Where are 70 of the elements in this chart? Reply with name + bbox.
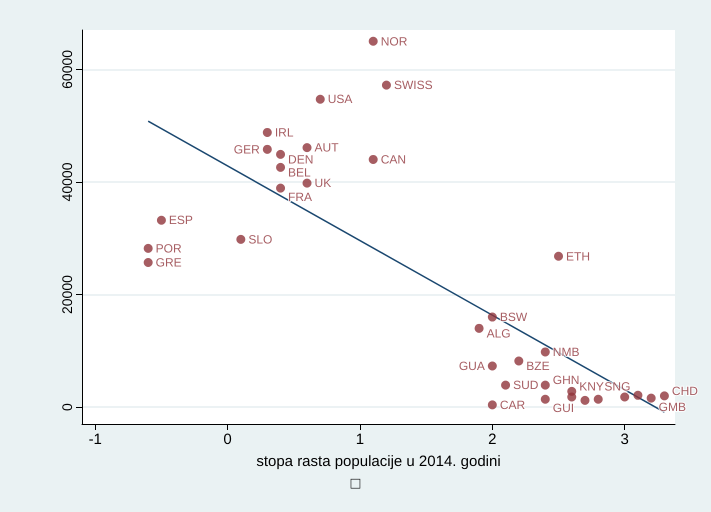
point xyxy=(368,154,378,164)
y-tick-label: 0 xyxy=(59,403,75,412)
point xyxy=(488,400,497,410)
x-tick-label: 0 xyxy=(223,431,232,448)
data-label: ALG xyxy=(486,326,511,340)
data-label: ESP xyxy=(168,213,193,228)
x-axis-title: stopa rasta populacije u 2014. godini xyxy=(256,453,501,470)
point xyxy=(540,394,550,404)
data-label: SLO xyxy=(248,232,272,246)
point xyxy=(488,312,497,322)
x-tick-label: -1 xyxy=(88,431,102,448)
point xyxy=(540,347,550,356)
data-label: POR xyxy=(156,241,182,256)
point xyxy=(368,36,378,46)
point xyxy=(276,162,286,172)
data-label: SWISS xyxy=(394,78,433,92)
data-label: GMB xyxy=(658,400,686,414)
data-label: KNY xyxy=(579,379,604,394)
point xyxy=(567,392,576,402)
point xyxy=(302,178,312,188)
point xyxy=(382,80,391,90)
point xyxy=(488,362,497,371)
text: □ xyxy=(350,476,361,492)
point xyxy=(594,394,603,404)
point xyxy=(316,94,325,104)
point xyxy=(262,128,272,137)
data-label: FRA xyxy=(288,190,312,204)
data-label: NOR xyxy=(380,34,408,48)
point xyxy=(276,184,286,193)
data-label: GER xyxy=(234,142,260,156)
point xyxy=(580,396,590,405)
point xyxy=(540,380,550,390)
point xyxy=(474,324,484,333)
data-label: SUD xyxy=(513,378,539,392)
data-label: CHD xyxy=(672,384,698,398)
point xyxy=(554,252,564,261)
data-label: USA xyxy=(328,92,352,106)
data-label: BSW xyxy=(500,310,528,324)
point xyxy=(514,356,524,366)
point xyxy=(144,258,153,267)
data-label: GHN xyxy=(552,373,580,388)
point xyxy=(633,390,642,400)
point xyxy=(646,394,656,403)
y-tick-label: 40000 xyxy=(59,162,75,202)
point xyxy=(156,216,166,225)
data-label: BEL xyxy=(288,165,312,180)
y-tick-label: 60000 xyxy=(59,50,75,89)
point xyxy=(276,150,286,159)
y-tick-label: 20000 xyxy=(59,274,75,314)
point xyxy=(302,143,312,152)
data-label: AUT xyxy=(314,140,340,155)
data-label: BZE xyxy=(526,358,550,373)
point xyxy=(620,392,630,402)
x-tick-label: 3 xyxy=(620,431,629,448)
data-label: ETH xyxy=(566,249,590,264)
data-label: UK xyxy=(314,176,332,190)
data-label: DEN xyxy=(288,152,314,166)
data-label: GRE xyxy=(156,255,182,270)
point xyxy=(501,380,510,390)
point xyxy=(660,391,669,400)
data-label: IRL xyxy=(274,125,294,140)
x-tick-label: 2 xyxy=(488,431,497,448)
x-tick-label: 1 xyxy=(356,431,364,448)
point xyxy=(144,244,153,253)
data-label: GUA xyxy=(458,359,485,374)
data-label: GUI xyxy=(552,401,574,416)
point xyxy=(236,234,246,244)
point xyxy=(262,144,272,154)
data-label: CAN xyxy=(380,152,406,166)
data-label: CAR xyxy=(500,398,526,412)
